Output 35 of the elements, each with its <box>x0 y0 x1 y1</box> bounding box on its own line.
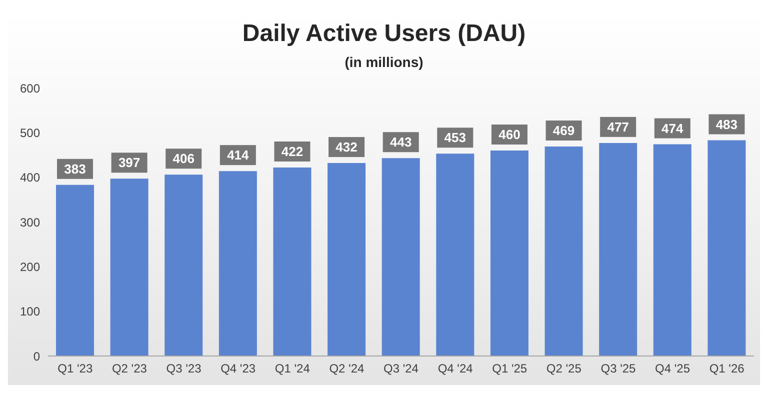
x-tick-label: Q3 '23 <box>166 362 202 376</box>
data-label: 422 <box>281 144 304 160</box>
x-tick-label: Q1 '24 <box>274 362 310 376</box>
x-tick-label: Q3 '25 <box>600 362 636 376</box>
y-tick-label: 0 <box>33 349 40 364</box>
x-tick-label: Q2 '24 <box>329 362 365 376</box>
x-tick-label: Q1 '25 <box>492 362 528 376</box>
data-label: 469 <box>552 123 575 138</box>
chart-title: Daily Active Users (DAU) <box>241 20 527 48</box>
x-tick-label: Q4 '23 <box>220 362 256 376</box>
data-label: 460 <box>498 127 520 142</box>
data-label: 406 <box>172 151 194 166</box>
x-tick-label: Q2 '23 <box>112 362 148 376</box>
chart-subtitle: (in millions) <box>344 54 424 70</box>
x-tick-label: Q4 '24 <box>438 362 474 376</box>
data-label: 443 <box>390 134 412 150</box>
x-tick-label: Q2 '25 <box>546 362 582 376</box>
data-label: 474 <box>662 120 684 136</box>
y-tick-label: 100 <box>20 304 40 319</box>
y-tick-label: 300 <box>20 215 40 230</box>
data-label: 477 <box>607 119 629 134</box>
y-tick-label: 400 <box>20 170 40 185</box>
data-label: 383 <box>64 161 86 176</box>
x-tick-label: Q4 '25 <box>655 362 690 376</box>
x-tick-label: Q3 '24 <box>384 362 419 376</box>
x-tick-label: Q1 '23 <box>58 362 93 376</box>
y-tick-label: 500 <box>20 126 40 140</box>
data-label: 483 <box>716 116 738 132</box>
data-label: 414 <box>227 148 250 163</box>
y-tick-label: 600 <box>20 81 40 96</box>
y-tick-label: 200 <box>20 260 40 274</box>
data-label: 453 <box>444 130 466 146</box>
x-tick-label: Q1 '26 <box>709 362 745 376</box>
data-label: 432 <box>336 140 358 155</box>
data-label: 397 <box>118 155 140 170</box>
